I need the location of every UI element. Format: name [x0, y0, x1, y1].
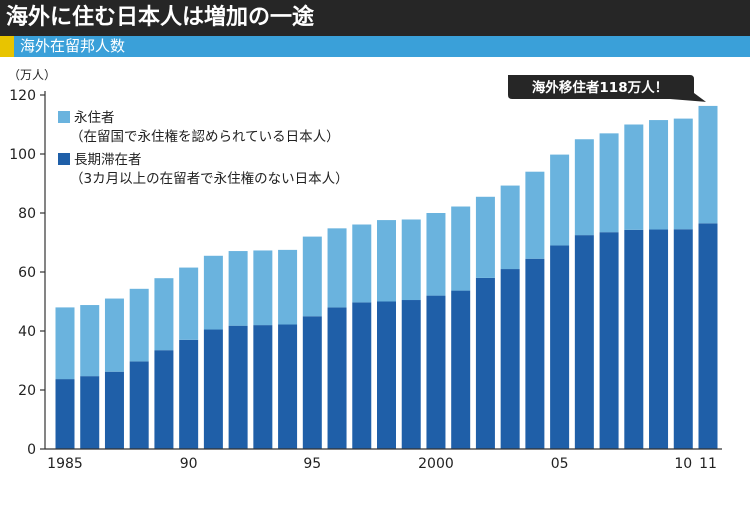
bar-permanent: [525, 171, 545, 259]
bar-longterm: [129, 361, 149, 449]
bar-longterm: [401, 300, 421, 449]
bar-permanent: [228, 251, 248, 326]
subtitle-accent-stripe: [0, 36, 14, 57]
title-bar: 海外に住む日本人は増加の一途: [0, 0, 750, 36]
bar-permanent: [451, 206, 471, 291]
y-tick-label: 100: [9, 147, 36, 163]
bar-permanent: [698, 105, 718, 224]
x-tick-label: 95: [303, 456, 321, 472]
bar-permanent: [673, 118, 693, 230]
bar-permanent: [574, 139, 594, 236]
x-tick-label: 90: [180, 456, 198, 472]
x-tick-label: 10: [674, 456, 692, 472]
bar-permanent: [154, 278, 174, 351]
bar-permanent: [352, 224, 372, 303]
x-tick-label: 11: [699, 456, 717, 472]
y-tick-label: 60: [18, 265, 36, 281]
bar-longterm: [698, 223, 718, 449]
legend-label-permanent: 永住者: [74, 110, 115, 126]
bar-longterm: [55, 379, 75, 449]
bar-permanent: [475, 196, 495, 278]
annotation-callout: [508, 75, 706, 102]
bar-permanent: [80, 305, 100, 377]
bar-longterm: [327, 307, 347, 449]
y-tick-label: 80: [18, 206, 36, 222]
bar-permanent: [104, 298, 124, 372]
bar-permanent: [550, 154, 570, 246]
legend-swatch-longterm: [58, 153, 70, 165]
bar-longterm: [426, 295, 446, 449]
bar-longterm: [179, 339, 199, 449]
x-tick-label: 05: [551, 456, 569, 472]
subtitle-bar: 海外在留邦人数: [0, 36, 750, 57]
bar-longterm: [500, 269, 520, 449]
bar-longterm: [475, 277, 495, 449]
bar-permanent: [327, 228, 347, 308]
bar-longterm: [599, 232, 619, 449]
legend-description-permanent: （在留国で永住権を認められている日本人）: [70, 128, 340, 145]
y-tick-label: 40: [18, 324, 36, 340]
y-axis-unit-label: （万人）: [8, 68, 56, 82]
legend-description-longterm: （3カ月以上の在留者で永住権のない日本人）: [70, 170, 349, 187]
bar-longterm: [154, 350, 174, 449]
legend-label-longterm: 長期滞在者: [74, 152, 142, 168]
x-tick-label: 2000: [418, 456, 454, 472]
bar-permanent: [599, 133, 619, 233]
bar-longterm: [228, 325, 248, 449]
bar-longterm: [278, 324, 298, 449]
bar-chart: （万人） 0 20 40 60 80 100 120 1985 90 95 2000 05 10 11 永住者…: [8, 68, 722, 472]
bar-longterm: [302, 316, 322, 449]
bar-longterm: [104, 371, 124, 449]
bar-permanent: [649, 120, 669, 230]
bar-permanent: [377, 220, 396, 302]
y-tick-label: 120: [9, 88, 36, 104]
bar-longterm: [451, 290, 471, 449]
page-title: 海外に住む日本人は増加の一途: [6, 5, 315, 30]
bar-longterm: [352, 302, 372, 449]
bar-permanent: [203, 255, 223, 330]
bar-longterm: [624, 229, 644, 449]
bar-permanent: [129, 288, 149, 362]
bar-longterm: [574, 235, 594, 449]
bar-longterm: [649, 229, 669, 449]
bar-permanent: [253, 250, 273, 326]
bar-longterm: [673, 229, 693, 449]
bar-longterm: [525, 258, 545, 449]
bar-permanent: [179, 267, 199, 340]
bar-longterm: [80, 376, 100, 449]
bar-permanent: [500, 185, 520, 270]
chart-subtitle: 海外在留邦人数: [20, 37, 126, 55]
y-tick-label: 0: [27, 442, 36, 458]
y-tick-label: 20: [18, 383, 36, 399]
legend-swatch-permanent: [58, 111, 70, 123]
bar-longterm: [377, 301, 396, 449]
bar-permanent: [401, 219, 421, 301]
bar-longterm: [550, 245, 570, 449]
bar-permanent: [624, 124, 644, 230]
x-tick-label: 1985: [47, 456, 83, 472]
bar-permanent: [302, 236, 322, 317]
bar-permanent: [278, 249, 298, 325]
annotation-text: 海外移住者118万人！: [532, 79, 668, 96]
bar-permanent: [55, 307, 75, 380]
bar-longterm: [253, 325, 273, 449]
bar-permanent: [426, 213, 446, 296]
bar-longterm: [203, 329, 223, 449]
